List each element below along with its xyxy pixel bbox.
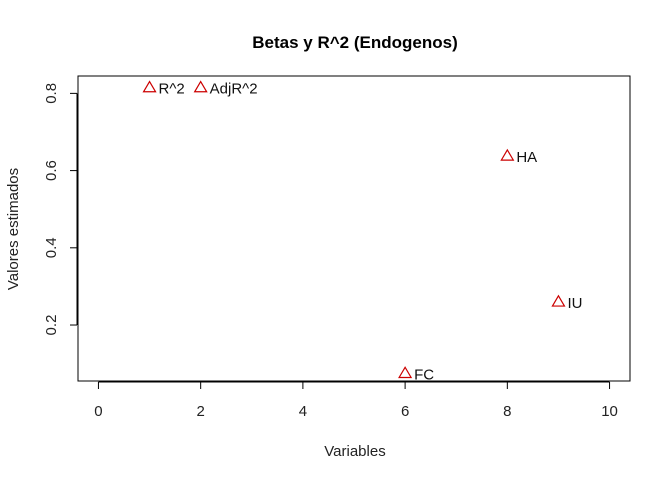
- data-point-marker: [500, 148, 515, 161]
- data-point-marker: [551, 294, 566, 307]
- x-tick-label: 4: [299, 403, 307, 420]
- x-tick-label: 6: [401, 403, 409, 420]
- data-points: R^2 AdjR^2 FC HA IU: [142, 80, 582, 383]
- y-axis: 0.2 0.4 0.6 0.8: [43, 83, 78, 336]
- x-tick-label: 0: [94, 403, 102, 420]
- data-point-marker: [193, 80, 208, 93]
- x-tick-label: 10: [601, 403, 618, 420]
- x-axis: 0 2 4 6 8 10: [94, 381, 618, 420]
- chart-title: Betas y R^2 (Endogenos): [252, 33, 457, 52]
- data-point-marker: [142, 80, 157, 93]
- plot-frame: [77, 75, 631, 382]
- data-point-marker: [398, 366, 413, 379]
- y-tick-label: 0.6: [43, 160, 60, 181]
- y-tick-label: 0.2: [43, 315, 60, 336]
- y-tick-label: 0.8: [43, 83, 60, 104]
- data-point-label: R^2: [159, 81, 185, 98]
- data-point-label: FC: [414, 366, 434, 383]
- data-point-label: IU: [567, 295, 582, 312]
- x-axis-label: Variables: [324, 443, 385, 460]
- data-point-label: HA: [516, 149, 537, 166]
- x-tick-label: 8: [503, 403, 511, 420]
- data-point-label: AdjR^2: [210, 81, 258, 98]
- x-tick-label: 2: [196, 403, 204, 420]
- y-axis-label: Valores estimados: [5, 168, 22, 290]
- y-tick-label: 0.4: [43, 237, 60, 258]
